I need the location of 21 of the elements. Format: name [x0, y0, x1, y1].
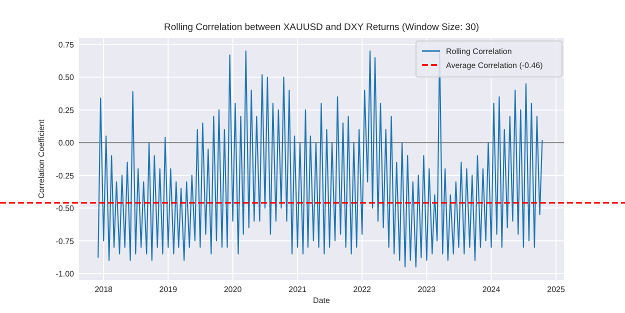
x-tick-label: 2020	[224, 285, 242, 294]
x-tick-label: 2025	[547, 285, 566, 294]
y-tick-label: 0.25	[58, 106, 75, 115]
y-tick-label: 0.75	[58, 40, 75, 50]
y-tick-label: 0.00	[58, 138, 75, 148]
legend-label: Rolling Correlation	[446, 47, 512, 56]
x-tick-label: 2018	[94, 285, 114, 294]
y-axis-title: Correlation Coefficient	[37, 118, 46, 199]
x-tick-label: 2022	[353, 285, 372, 294]
x-tick-label: 2023	[418, 285, 436, 294]
y-tick-label: -0.75	[56, 236, 75, 246]
x-axis-title: Date	[313, 296, 330, 305]
y-tick-label: -1.00	[56, 269, 75, 278]
chart-title: Rolling Correlation between XAUUSD and DXY Returns (Window Size: 30)	[164, 22, 480, 33]
x-tick-label: 2024	[482, 285, 501, 294]
y-tick-label: -0.50	[56, 204, 75, 214]
y-tick-label: -0.25	[56, 171, 75, 180]
x-tick-label: 2021	[288, 285, 307, 294]
y-tick-label: 0.50	[58, 73, 75, 82]
x-tick-label: 2019	[159, 285, 178, 294]
legend-label: Average Correlation (-0.46)	[446, 61, 544, 70]
